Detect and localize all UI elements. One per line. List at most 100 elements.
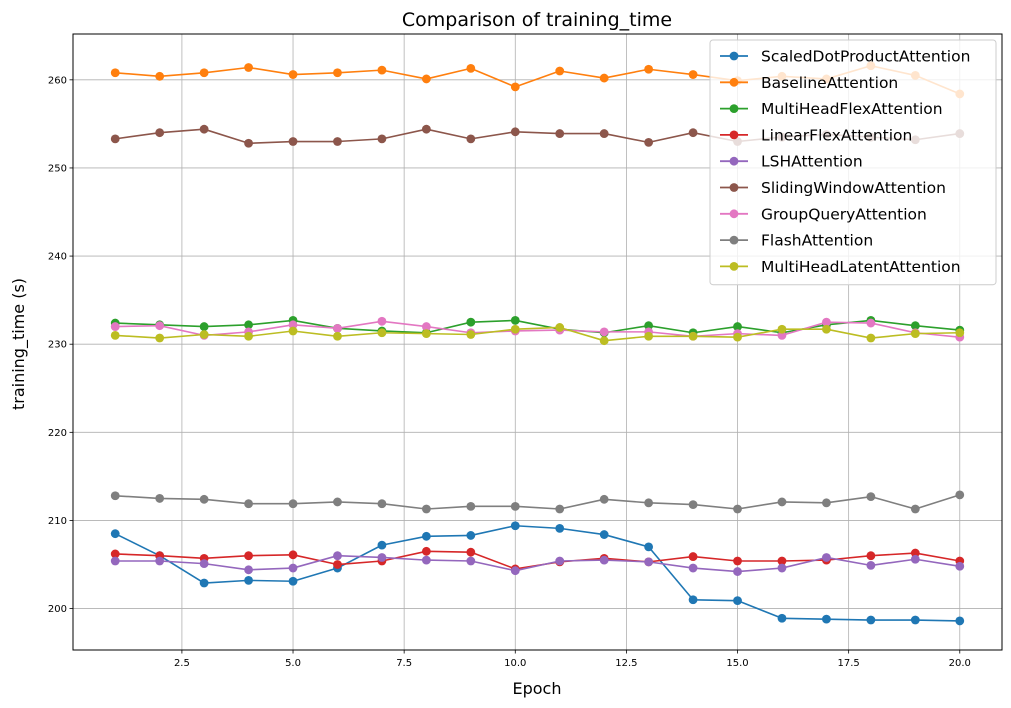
data-point (333, 323, 342, 333)
data-point (822, 498, 831, 508)
data-point (599, 555, 609, 565)
data-point (110, 556, 120, 566)
data-point (510, 316, 520, 325)
data-point (244, 551, 253, 561)
legend-label: GroupQueryAttention (761, 205, 927, 223)
y-tick-label: 260 (48, 75, 67, 86)
x-tick-label: 2.5 (174, 658, 190, 669)
data-point (688, 563, 698, 573)
data-point (421, 124, 431, 134)
series-group (110, 61, 965, 626)
data-point (155, 494, 165, 503)
data-point (510, 501, 520, 511)
data-point (644, 557, 654, 567)
x-axis-title: Epoch (513, 679, 562, 698)
legend-label: SlidingWindowAttention (761, 179, 946, 197)
data-point (199, 124, 209, 134)
data-point (688, 595, 698, 605)
x-tick-label: 7.5 (396, 658, 412, 669)
data-point (421, 329, 431, 339)
data-point (244, 575, 253, 585)
data-point (421, 74, 431, 84)
data-point (466, 134, 476, 144)
legend-label: MultiHeadLatentAttention (761, 258, 961, 276)
data-point (288, 70, 298, 79)
data-point (777, 324, 787, 334)
data-point (599, 73, 609, 83)
data-point (733, 322, 742, 331)
x-tick-label: 20.0 (949, 658, 971, 669)
series-line (115, 319, 960, 334)
data-point (199, 578, 209, 588)
data-point (599, 327, 609, 337)
legend-item: BaselineAttention (720, 74, 898, 92)
series-lshattention (110, 551, 965, 576)
legend-swatch-marker (729, 77, 739, 87)
data-point (866, 615, 876, 625)
data-point (910, 504, 920, 514)
data-point (644, 542, 654, 552)
data-point (510, 566, 520, 576)
data-point (822, 614, 831, 624)
y-tick-label: 250 (48, 163, 67, 174)
data-point (333, 560, 342, 569)
x-tick-label: 10.0 (504, 658, 526, 669)
data-point (466, 63, 476, 73)
data-point (377, 328, 387, 338)
data-point (555, 556, 565, 566)
data-point (333, 497, 342, 507)
chart-title: Comparison of training_time (402, 9, 672, 31)
data-point (555, 66, 565, 76)
data-point (199, 322, 209, 331)
data-point (244, 320, 253, 330)
data-point (466, 501, 476, 511)
data-point (555, 504, 565, 514)
data-point (421, 555, 431, 565)
data-point (155, 321, 165, 331)
data-point (110, 322, 120, 331)
series-line (115, 554, 960, 573)
legend-swatch-marker (729, 104, 739, 113)
series-line (115, 326, 960, 342)
legend-item: LinearFlexAttention (720, 126, 912, 144)
data-point (955, 328, 965, 338)
legend-item: SlidingWindowAttention (720, 179, 946, 197)
y-tick-label: 230 (48, 340, 67, 351)
data-point (910, 321, 920, 331)
legend-swatch-marker (729, 51, 739, 61)
series-line (115, 494, 961, 510)
legend-swatch-marker (729, 235, 739, 245)
legend-label: LinearFlexAttention (761, 126, 912, 144)
data-point (288, 326, 298, 336)
series-multi-head-latent-attention (110, 323, 965, 346)
x-tick-label: 15.0 (726, 658, 748, 669)
data-point (466, 330, 476, 339)
y-axis-title: training_time (s) (9, 278, 29, 410)
data-point (866, 333, 876, 343)
legend-label: MultiHeadFlexAttention (761, 100, 943, 118)
data-point (510, 521, 520, 531)
data-point (733, 596, 742, 606)
legend-frame (709, 39, 997, 286)
series-line (115, 320, 960, 338)
data-point (244, 331, 253, 341)
legend-item: FlashAttention (720, 232, 873, 250)
data-point (333, 137, 342, 146)
data-point (644, 64, 654, 74)
data-point (733, 567, 742, 576)
y-tick-label: 220 (48, 428, 67, 439)
data-point (466, 556, 476, 566)
data-point (599, 494, 609, 504)
data-point (333, 551, 342, 561)
legend-label: BaselineAttention (761, 74, 898, 92)
series-flash-attention (110, 490, 965, 514)
data-point (733, 556, 742, 566)
data-point (377, 553, 387, 562)
data-point (866, 492, 876, 502)
legend: ScaledDotProductAttention BaselineAttenti… (709, 39, 997, 286)
data-point (466, 547, 476, 557)
data-point (155, 556, 165, 566)
data-point (199, 559, 209, 569)
legend-label: LSHAttention (761, 153, 863, 171)
